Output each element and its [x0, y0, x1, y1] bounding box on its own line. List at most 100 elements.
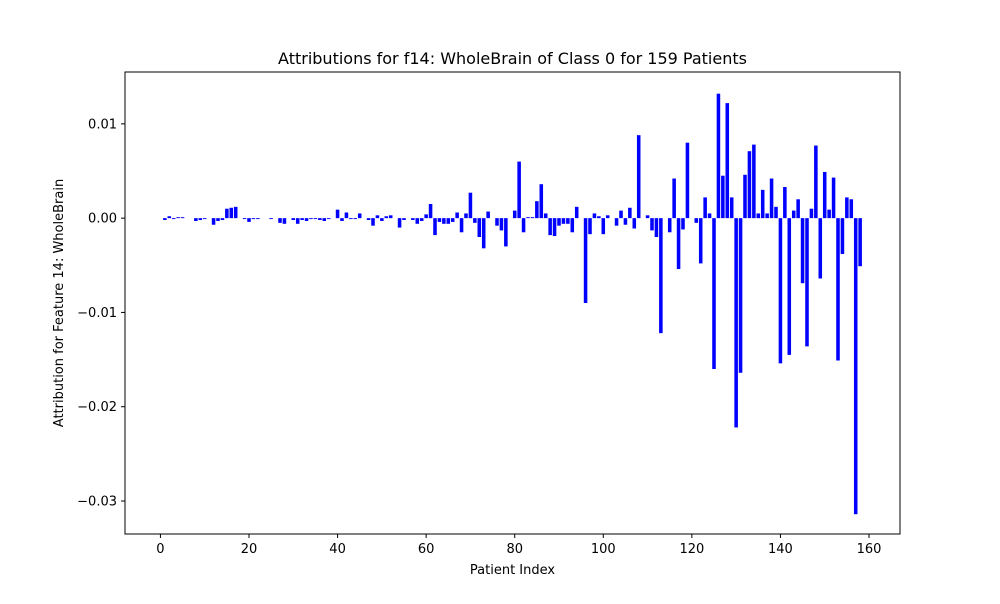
- bar: [646, 215, 650, 218]
- bar: [823, 172, 827, 218]
- bar: [637, 135, 641, 218]
- bar: [730, 197, 734, 218]
- bar: [788, 218, 792, 355]
- bar: [358, 213, 362, 218]
- bar: [172, 218, 176, 219]
- bar: [845, 197, 849, 218]
- bar: [633, 218, 637, 228]
- bar: [761, 190, 765, 218]
- bar: [243, 218, 247, 219]
- bar: [402, 218, 406, 220]
- bar: [695, 218, 699, 223]
- bar: [309, 218, 313, 219]
- bar: [473, 218, 477, 223]
- bar: [814, 146, 818, 219]
- bar: [699, 218, 703, 263]
- bar: [850, 199, 854, 218]
- bar: [495, 218, 499, 226]
- bar: [225, 209, 229, 218]
- bar: [832, 178, 836, 219]
- bar: [588, 218, 592, 234]
- x-tick-label: 160: [857, 542, 882, 557]
- bar: [327, 218, 331, 219]
- y-tick-label: 0.01: [88, 117, 117, 132]
- bar: [336, 210, 340, 218]
- bar: [349, 218, 353, 219]
- bar: [429, 204, 433, 218]
- x-tick-label: 60: [418, 542, 435, 557]
- bar: [854, 218, 858, 514]
- bar: [283, 218, 287, 224]
- bar: [743, 175, 747, 218]
- bar: [672, 179, 676, 219]
- bar: [792, 211, 796, 219]
- bar: [575, 207, 579, 218]
- bar: [593, 213, 597, 218]
- bar: [460, 218, 464, 232]
- bar: [203, 218, 207, 219]
- x-tick-label: 140: [768, 542, 793, 557]
- bar: [323, 218, 327, 221]
- bar: [774, 207, 778, 218]
- bar: [438, 218, 442, 222]
- bar: [796, 199, 800, 218]
- bar: [606, 215, 610, 218]
- bar: [194, 218, 198, 221]
- bar: [765, 213, 769, 218]
- bar: [526, 217, 530, 218]
- bar: [858, 218, 862, 266]
- bar: [455, 212, 459, 218]
- bar: [464, 213, 468, 218]
- bar: [168, 216, 172, 218]
- bar: [513, 211, 517, 219]
- bar: [212, 218, 216, 225]
- bar: [385, 216, 389, 218]
- bar: [398, 218, 402, 227]
- x-tick-label: 120: [679, 542, 704, 557]
- bar: [827, 210, 831, 218]
- bar: [433, 218, 437, 235]
- bar: [478, 218, 482, 237]
- bar: [562, 218, 566, 224]
- y-tick-label: −0.03: [77, 495, 117, 510]
- bar: [221, 218, 225, 220]
- x-axis-label: Patient Index: [470, 563, 555, 578]
- bar: [300, 218, 304, 220]
- bar: [199, 218, 203, 220]
- bar: [517, 162, 521, 219]
- bar: [416, 218, 420, 224]
- bar: [757, 213, 761, 218]
- bar: [810, 209, 814, 218]
- y-tick-label: 0.00: [88, 212, 117, 227]
- bar: [571, 218, 575, 232]
- bar: [836, 218, 840, 360]
- bar: [602, 218, 606, 234]
- bar: [566, 218, 570, 224]
- bar: [486, 212, 490, 219]
- bar: [216, 218, 220, 221]
- bar: [557, 218, 561, 226]
- bar: [376, 215, 380, 218]
- y-tick-label: −0.01: [77, 306, 117, 321]
- bar: [801, 218, 805, 283]
- bar: [841, 218, 845, 254]
- bar: [748, 151, 752, 218]
- bar: [819, 218, 823, 278]
- bar: [371, 218, 375, 226]
- bar: [739, 218, 743, 373]
- bar: [734, 218, 738, 427]
- bar: [305, 218, 309, 221]
- bar: [442, 218, 446, 224]
- bar: [708, 213, 712, 218]
- bar: [482, 218, 486, 248]
- bar: [318, 218, 322, 220]
- bar: [553, 218, 557, 236]
- bar: [597, 216, 601, 218]
- bar: [500, 218, 504, 230]
- bar: [752, 145, 756, 219]
- bar: [522, 218, 526, 232]
- bar: [340, 218, 344, 221]
- bar: [176, 217, 180, 218]
- bar: [354, 218, 358, 219]
